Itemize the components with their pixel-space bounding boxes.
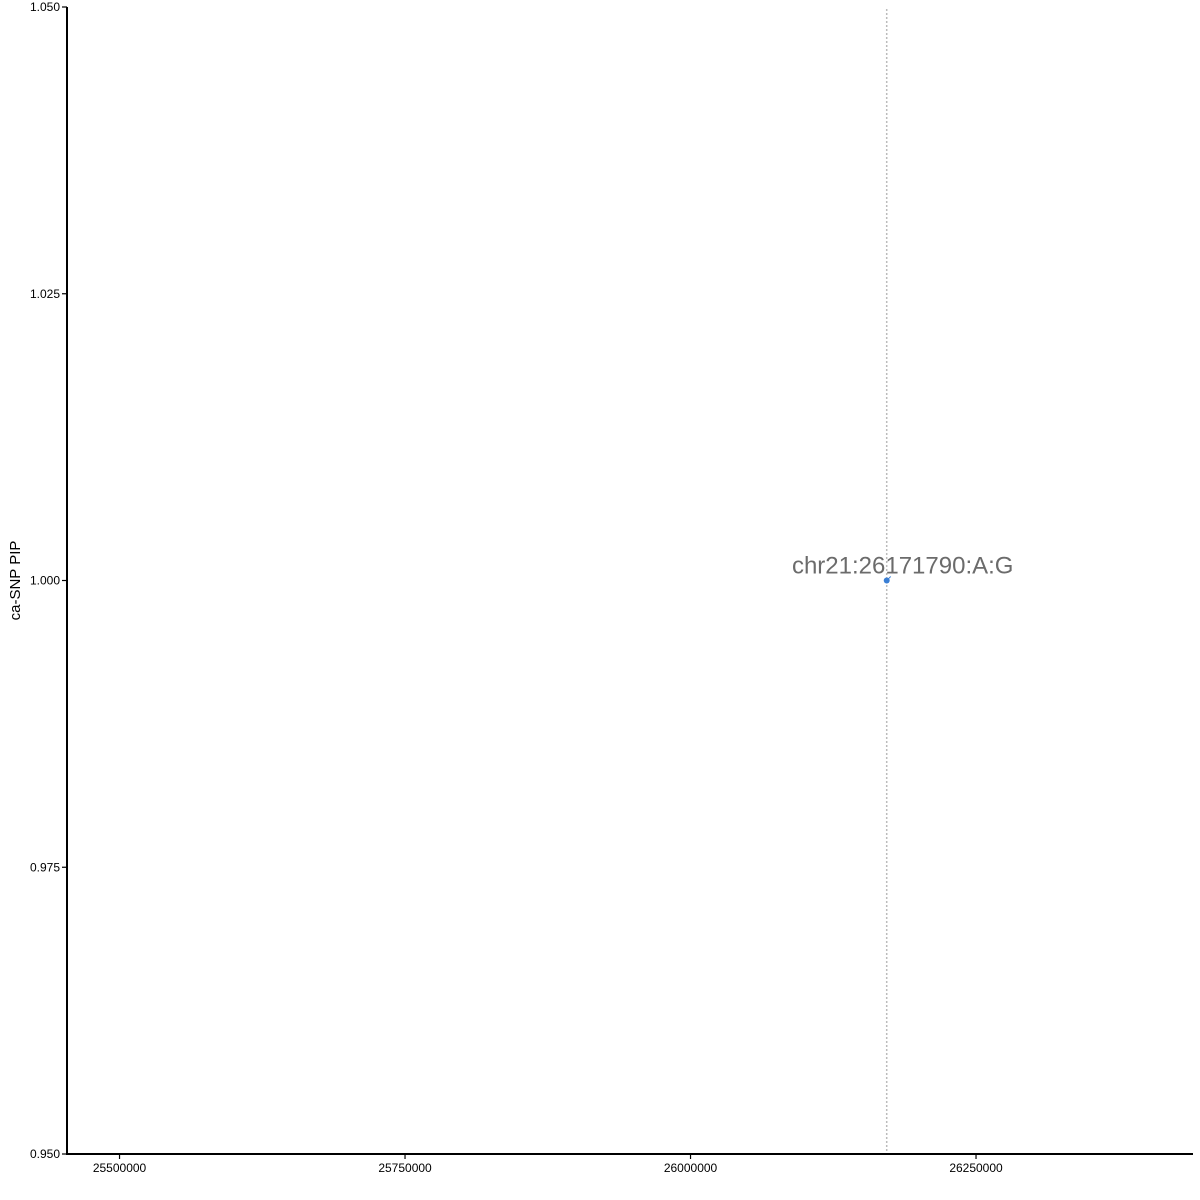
snp-label-leader xyxy=(886,576,892,581)
plot-area: chr21:26171790:A:G xyxy=(792,9,1014,1154)
y-tick-label: 0.950 xyxy=(30,1147,60,1161)
y-tick-label: 1.025 xyxy=(30,287,60,301)
y-tick-label: 1.000 xyxy=(30,574,60,588)
x-tick-label: 26250000 xyxy=(949,1161,1003,1175)
axes xyxy=(66,7,1193,1155)
y-tick-label: 1.050 xyxy=(30,0,60,14)
x-tick-label: 26000000 xyxy=(664,1161,718,1175)
y-axis-title: ca-SNP PIP xyxy=(7,541,24,621)
x-axis-ticks: 25500000 25750000 26000000 26250000 xyxy=(93,1154,1003,1175)
x-tick-label: 25750000 xyxy=(378,1161,432,1175)
x-tick-label: 25500000 xyxy=(93,1161,147,1175)
snp-label: chr21:26171790:A:G xyxy=(792,553,1014,580)
y-axis-ticks: 0.950 0.975 1.000 1.025 1.050 xyxy=(30,0,67,1161)
y-tick-label: 0.975 xyxy=(30,860,60,874)
